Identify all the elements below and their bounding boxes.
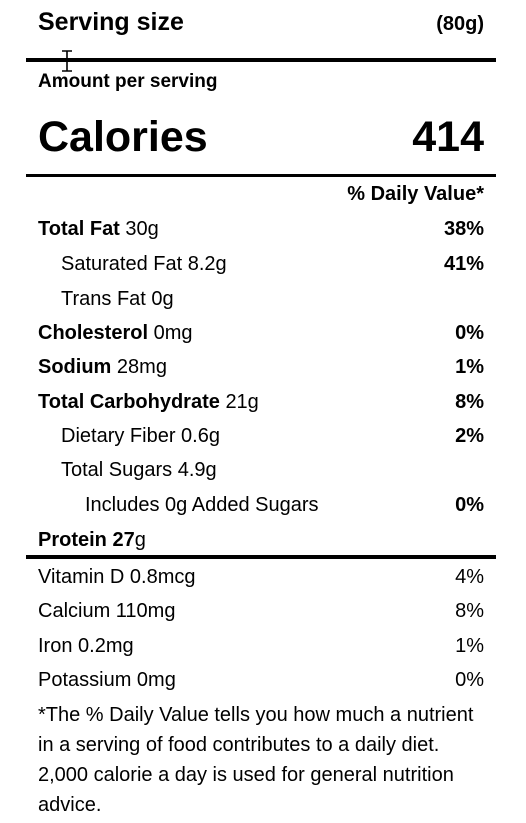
thick-divider-vitamins: [26, 555, 496, 559]
nutrient-row-trans-fat: Trans Fat 0g: [61, 288, 484, 311]
calories-value: 414: [412, 113, 484, 161]
nutrient-amount: 4.9g: [177, 459, 217, 481]
vitamin-dv: 0%: [455, 669, 484, 691]
vitamin-dv: 4%: [455, 566, 484, 588]
nutrient-name: Total Sugars: [61, 459, 173, 481]
nutrient-row-cholesterol: Cholesterol 0mg 0%: [38, 322, 484, 345]
nutrient-amount: 0g: [151, 288, 174, 310]
vitamin-dv: 1%: [455, 635, 484, 657]
nutrient-name: Saturated Fat: [61, 253, 183, 275]
nutrient-amount: 8.2g: [187, 253, 227, 275]
vitamin-row-iron: Iron 0.2mg 1%: [38, 635, 484, 658]
vitamin-name: Calcium 110mg: [38, 600, 176, 622]
daily-value-header-row: % Daily Value*: [38, 183, 484, 206]
calories-label: Calories: [38, 113, 208, 161]
amount-per-serving-row: Amount per serving: [38, 71, 484, 93]
nutrient-amount: 0.6g: [181, 425, 220, 447]
nutrient-row-total-sugars: Total Sugars 4.9g: [61, 459, 484, 482]
nutrient-row-added-sugars: Includes 0g Added Sugars 0%: [85, 494, 484, 517]
calories-row: Calories 414: [38, 113, 484, 162]
daily-value-header: % Daily Value*: [347, 183, 484, 205]
nutrient-row-total-carbohydrate: Total Carbohydrate 21g 8%: [38, 391, 484, 414]
vitamin-row-vitamin-d: Vitamin D 0.8mcg 4%: [38, 566, 484, 589]
vitamin-row-potassium: Potassium 0mg 0%: [38, 669, 484, 692]
vitamin-row-calcium: Calcium 110mg 8%: [38, 600, 484, 623]
medium-divider: [26, 174, 496, 177]
nutrient-amount: 0mg: [153, 322, 193, 344]
nutrient-name: Includes 0g Added Sugars: [85, 494, 319, 516]
daily-value-footnote: *The % Daily Value tells you how much a …: [38, 704, 474, 816]
nutrient-row-sodium: Sodium 28mg 1%: [38, 356, 484, 379]
nutrient-dv: 0%: [455, 494, 484, 516]
vitamin-name: Potassium 0mg: [38, 669, 176, 691]
thick-divider: [26, 58, 496, 62]
nutrient-amount: 21g: [225, 391, 259, 413]
amount-per-serving-label: Amount per serving: [38, 71, 218, 92]
nutrient-name: Sodium: [38, 356, 112, 378]
nutrient-name: Cholesterol: [38, 322, 149, 344]
nutrient-dv: 38%: [443, 218, 484, 240]
nutrient-name: Total Carbohydrate: [38, 391, 220, 413]
serving-size-label: Serving size: [38, 8, 184, 36]
vitamin-name: Iron 0.2mg: [38, 635, 134, 657]
nutrient-name: Dietary Fiber: [61, 425, 176, 447]
serving-size-row: Serving size (80g): [38, 8, 484, 37]
text-cursor-icon: [62, 50, 72, 72]
nutrient-row-saturated-fat: Saturated Fat 8.2g 41%: [61, 253, 484, 276]
nutrient-amount: g: [134, 529, 146, 551]
vitamin-name: Vitamin D 0.8mcg: [38, 566, 196, 588]
nutrient-dv: 1%: [455, 356, 484, 378]
nutrient-name: Trans Fat: [61, 288, 146, 310]
nutrient-row-dietary-fiber: Dietary Fiber 0.6g 2%: [61, 425, 484, 448]
nutrient-name: Protein 27: [38, 529, 135, 551]
nutrient-amount: 28mg: [116, 356, 167, 378]
nutrient-amount: 30g: [125, 218, 159, 240]
nutrient-dv: 41%: [443, 253, 484, 275]
nutrient-name: Total Fat: [38, 218, 120, 240]
serving-size-value: (80g): [436, 13, 484, 35]
nutrient-dv: 8%: [455, 391, 484, 413]
nutrient-row-protein: Protein 27g: [38, 529, 484, 552]
vitamin-dv: 8%: [455, 600, 484, 622]
nutrient-row-total-fat: Total Fat 30g 38%: [38, 218, 484, 241]
nutrient-dv: 2%: [455, 425, 484, 447]
nutrient-dv: 0%: [455, 322, 484, 344]
